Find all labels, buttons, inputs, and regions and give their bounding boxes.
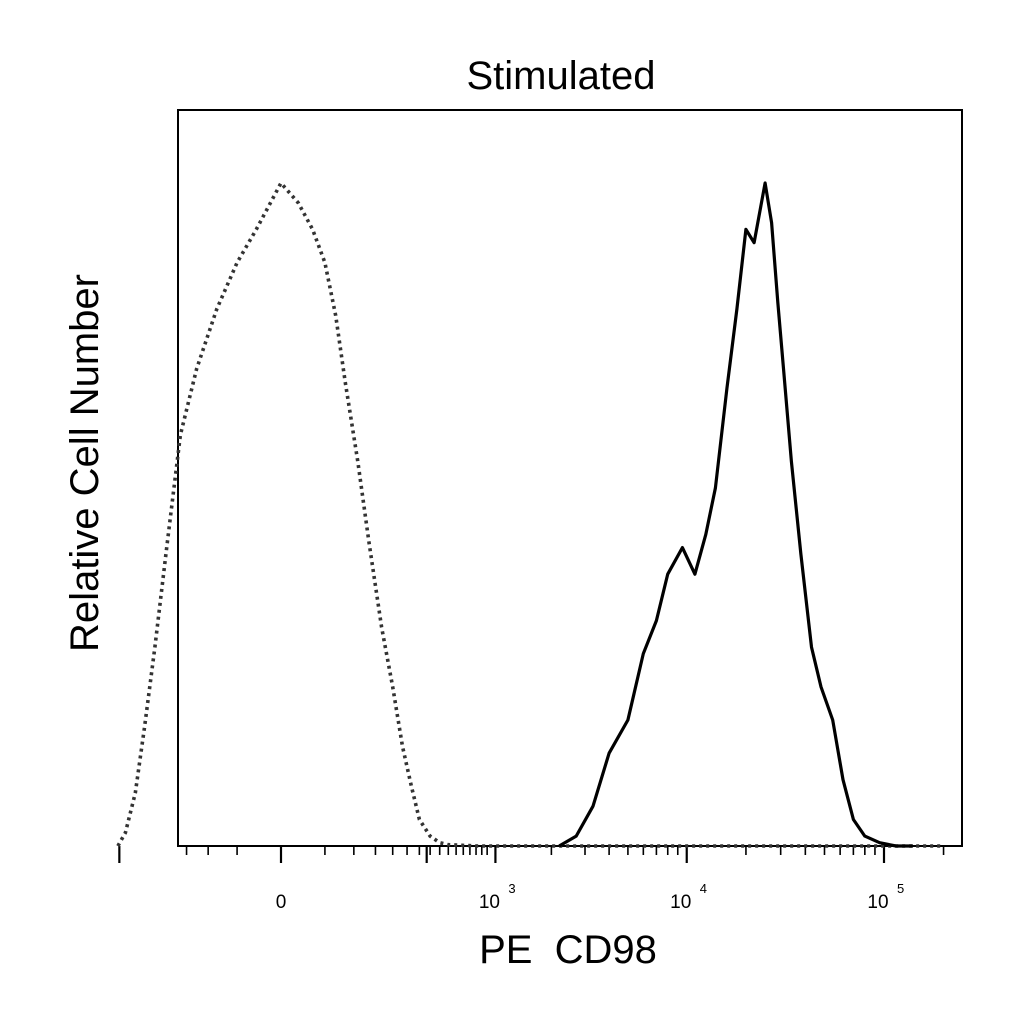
- x-axis-major-ticks: [118, 846, 886, 863]
- x-axis-minor-ticks: [185, 846, 945, 855]
- histogram-series-solid: [558, 181, 913, 848]
- chart-title: Stimulated: [467, 54, 656, 98]
- x-tick-label: 0: [276, 892, 287, 913]
- y-axis-label: Relative Cell Number: [63, 274, 107, 652]
- series-layer: [116, 181, 944, 848]
- x-tick-label: 10: [670, 892, 691, 913]
- x-tick-label-exponent: 5: [897, 881, 904, 896]
- x-tick-label-exponent: 3: [508, 881, 515, 896]
- plot-frame: [177, 109, 963, 847]
- x-tick-label: 10: [867, 892, 888, 913]
- x-tick-label: 10: [479, 892, 500, 913]
- histogram-series-dotted: [116, 181, 944, 848]
- x-axis-tick-labels: 0 10 3 10 4 10 5: [276, 881, 905, 913]
- x-axis-label: PE CD98: [479, 928, 657, 972]
- x-tick-label-exponent: 4: [700, 881, 707, 896]
